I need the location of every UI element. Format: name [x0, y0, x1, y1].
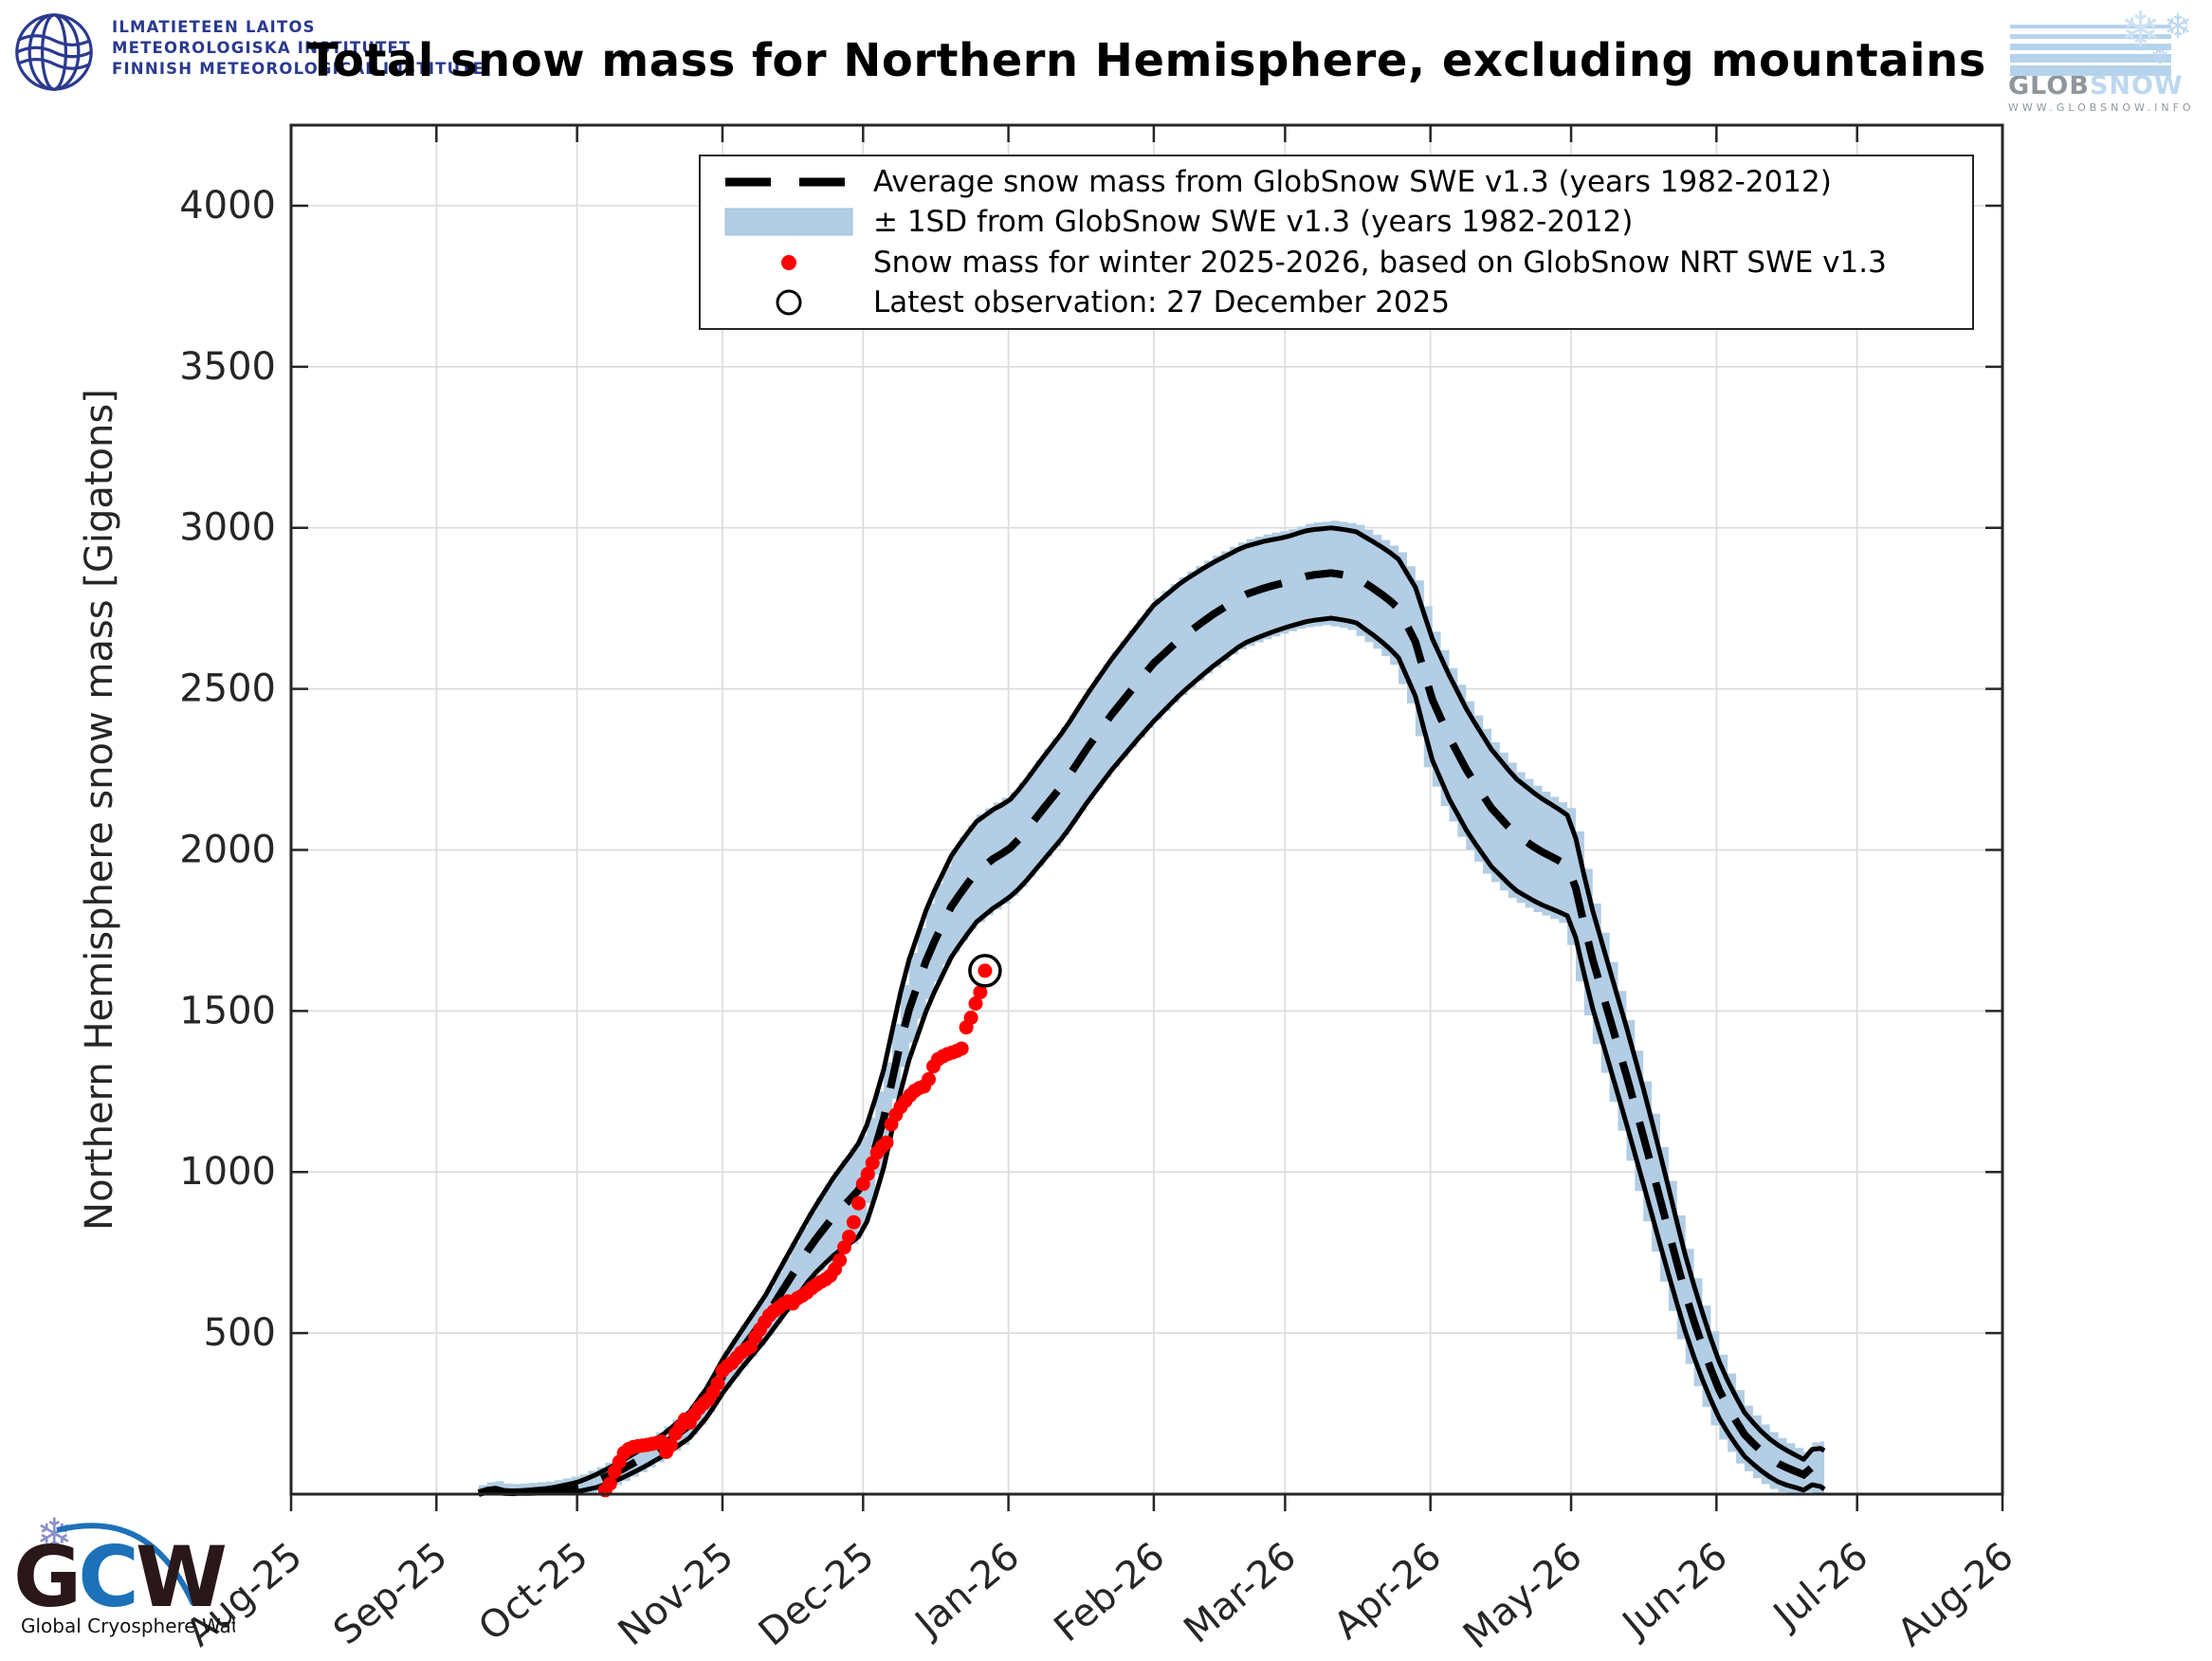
snowflake-icon: ❅ — [2150, 44, 2170, 70]
observation-dot — [846, 1214, 861, 1230]
fmi-name-en: FINNISH METEOROLOGICAL INSTITUTE — [112, 60, 485, 78]
red-dot-sample-icon — [781, 254, 796, 270]
x-tick-label: Jul-26 — [1764, 1534, 1876, 1638]
chart-legend: Average snow mass from GlobSnow SWE v1.3… — [699, 155, 1974, 330]
grid-lines — [291, 125, 2002, 1494]
y-tick-label: 1000 — [179, 1150, 276, 1194]
observation-dot — [860, 1166, 875, 1181]
x-tick-label: Nov-25 — [611, 1534, 742, 1654]
gcw-wordmark: GCW — [13, 1528, 226, 1626]
observation-dot — [602, 1476, 617, 1491]
fmi-name-sv: METEOROLOGISKA INSTITUTET — [112, 39, 411, 57]
globsnow-wordmark: GLOBSNOW — [2008, 71, 2184, 100]
axes — [289, 123, 2004, 1511]
gcw-caption: Global Cryosphere Watch — [21, 1615, 235, 1637]
legend-item-current-winter: Snow mass for winter 2025-2026, based on… — [718, 246, 1972, 280]
observation-dot — [978, 963, 993, 978]
fmi-name-fi: ILMATIETEEN LAITOS — [112, 18, 316, 36]
fmi-globe-icon — [15, 13, 93, 91]
x-tick-label: May-26 — [1455, 1534, 1590, 1657]
observation-dot — [954, 1041, 969, 1056]
observation-dot — [922, 1071, 936, 1086]
y-axis-label: Northern Hemisphere snow mass [Gigatons] — [78, 389, 121, 1231]
y-tick-label: 2500 — [179, 667, 276, 711]
x-tick-label: Jun-26 — [1613, 1534, 1736, 1647]
x-tick-label: Mar-26 — [1176, 1534, 1304, 1652]
y-tick-label: 2000 — [179, 828, 276, 871]
y-tick-label: 4000 — [179, 184, 276, 228]
observation-dot — [832, 1252, 848, 1268]
fmi-logo: ILMATIETEEN LAITOS METEOROLOGISKA INSTIT… — [13, 9, 484, 95]
legend-label: ± 1SD from GlobSnow SWE v1.3 (years 1982… — [873, 205, 1634, 240]
legend-item-average: Average snow mass from GlobSnow SWE v1.3… — [718, 165, 1972, 199]
band-patch-sample-icon — [724, 208, 853, 236]
dashed-line-sample-icon — [725, 177, 852, 187]
y-tick-label: 1500 — [179, 989, 276, 1032]
observation-dot — [963, 1011, 978, 1025]
sd-band — [478, 520, 1825, 1494]
observation-dot — [973, 985, 988, 1000]
y-tick-label: 3500 — [179, 345, 276, 389]
x-tick-label: Aug-26 — [1890, 1534, 2021, 1654]
observation-dot — [968, 996, 983, 1011]
observation-dot — [842, 1230, 856, 1244]
x-tick-label: Oct-25 — [470, 1534, 596, 1650]
snowflake-icon: ❄ — [2120, 2, 2162, 59]
page-title: Total snow mass for Northern Hemisphere,… — [307, 34, 1986, 87]
gcw-snowflake-icon: ❄ — [36, 1508, 73, 1560]
observation-dot — [837, 1240, 851, 1255]
x-tick-label: Sep-25 — [325, 1534, 455, 1653]
x-tick-label: Apr-26 — [1325, 1534, 1450, 1648]
x-tick-label: Dec-25 — [751, 1534, 883, 1654]
legend-label: Average snow mass from GlobSnow SWE v1.3… — [873, 165, 1832, 200]
globsnow-url: WWW.GLOBSNOW.INFO — [2008, 101, 2195, 114]
legend-item-latest-observation: Latest observation: 27 December 2025 — [718, 285, 1972, 319]
snowflake-icon: ❄ — [2164, 8, 2193, 46]
x-tick-label: Jan-26 — [905, 1534, 1028, 1647]
observation-dot — [710, 1376, 725, 1391]
globsnow-stripes-art: ❄ ❄ ❅ — [2008, 2, 2203, 76]
gcw-swoosh — [56, 1523, 196, 1606]
legend-label: Latest observation: 27 December 2025 — [873, 284, 1451, 319]
sd-band-outlines — [477, 525, 1826, 1496]
legend-item-sd-band: ± 1SD from GlobSnow SWE v1.3 (years 1982… — [718, 205, 1972, 239]
legend-label: Snow mass for winter 2025-2026, based on… — [873, 245, 1887, 280]
latest-observation-marker — [968, 954, 1002, 988]
globsnow-logo: ❄ ❄ ❅ GLOBSNOW WWW.GLOBSNOW.INFO — [2008, 2, 2203, 114]
observation-dot — [879, 1135, 894, 1150]
x-tick-label: Feb-26 — [1046, 1534, 1173, 1651]
observation-dot — [664, 1437, 679, 1452]
observation-dot — [850, 1196, 866, 1211]
y-tick-label: 3000 — [179, 506, 276, 550]
gcw-logo: ❄ GCW Global Cryosphere Watch — [8, 1481, 261, 1661]
y-tick-label: 500 — [204, 1311, 276, 1355]
observation-dots — [597, 963, 993, 1498]
open-circle-sample-icon — [776, 289, 802, 316]
